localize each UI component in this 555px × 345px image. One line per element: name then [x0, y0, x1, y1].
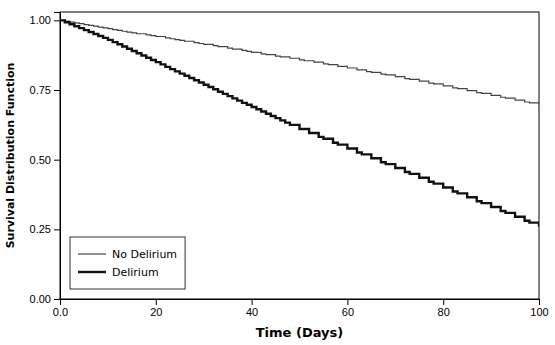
x-axis-tick-label: 80 [438, 306, 450, 318]
legend-swatch [78, 271, 106, 273]
x-axis-tick-mark [443, 299, 444, 305]
series-line [60, 20, 539, 226]
x-axis-tick-mark [539, 299, 540, 305]
x-axis-tick-mark [347, 299, 348, 305]
y-axis: 0.00 0.25 0.50 0.75 1.00 [30, 13, 61, 306]
y-axis-title: Survival Distribution Function [4, 63, 17, 249]
legend: No Delirium Delirium [70, 237, 185, 289]
x-axis-tick-mark [156, 299, 157, 305]
y-axis-tick: 0.25 [30, 223, 60, 235]
y-axis-tick-label: 0.50 [30, 154, 51, 166]
series-group [60, 20, 539, 226]
x-axis-tick-label: 60 [342, 306, 354, 318]
x-axis-tick: 20 [150, 299, 162, 318]
x-axis-tick-label: 0.0 [53, 306, 68, 318]
x-axis-tick-label: 100 [530, 306, 548, 318]
y-axis-tick: 0.50 [30, 154, 60, 166]
x-axis: 0.0 20 40 60 80 100 [53, 299, 549, 318]
legend-swatch [78, 253, 106, 254]
x-axis-tick: 60 [342, 299, 354, 318]
x-axis-line [61, 300, 540, 306]
y-axis-tick-label: 0.25 [30, 223, 51, 235]
x-axis-tick: 100 [530, 299, 548, 318]
x-axis-tick: 40 [246, 299, 258, 318]
y-axis-tick: 0.00 [30, 293, 60, 305]
y-axis-tick-mark [54, 20, 60, 21]
legend-label: Delirium [112, 266, 159, 279]
y-axis-tick-mark [54, 160, 60, 161]
y-axis-tick-label: 0.00 [30, 293, 51, 305]
y-axis-tick-mark [54, 229, 60, 230]
y-axis-tick: 0.75 [30, 84, 60, 96]
chart: 0.0 20 40 60 80 100 0.00 0.25 0.50 0.75 1.00 No Del… [0, 0, 555, 345]
x-axis-tick-label: 20 [150, 306, 162, 318]
legend-item: Delirium [78, 266, 159, 279]
plot-frame [60, 12, 539, 299]
x-axis-tick-mark [252, 299, 253, 305]
y-axis-tick-mark [54, 299, 60, 300]
y-axis-tick-label: 1.00 [30, 14, 51, 26]
legend-box [70, 237, 185, 289]
series-line [60, 20, 539, 104]
legend-item: No Delirium [78, 248, 177, 261]
y-axis-tick-mark [54, 90, 60, 91]
legend-label: No Delirium [112, 248, 177, 261]
y-axis-tick-label: 0.75 [30, 84, 51, 96]
x-axis-tick: 80 [438, 299, 450, 318]
y-axis-line [54, 13, 61, 300]
x-axis-title: Time (Days) [256, 325, 343, 340]
x-axis-tick-label: 40 [246, 306, 258, 318]
plot: 0.0 20 40 60 80 100 0.00 0.25 0.50 0.75 1.00 No Del… [30, 12, 549, 318]
y-axis-tick: 1.00 [30, 14, 60, 26]
x-axis-tick: 0.0 [53, 299, 68, 318]
